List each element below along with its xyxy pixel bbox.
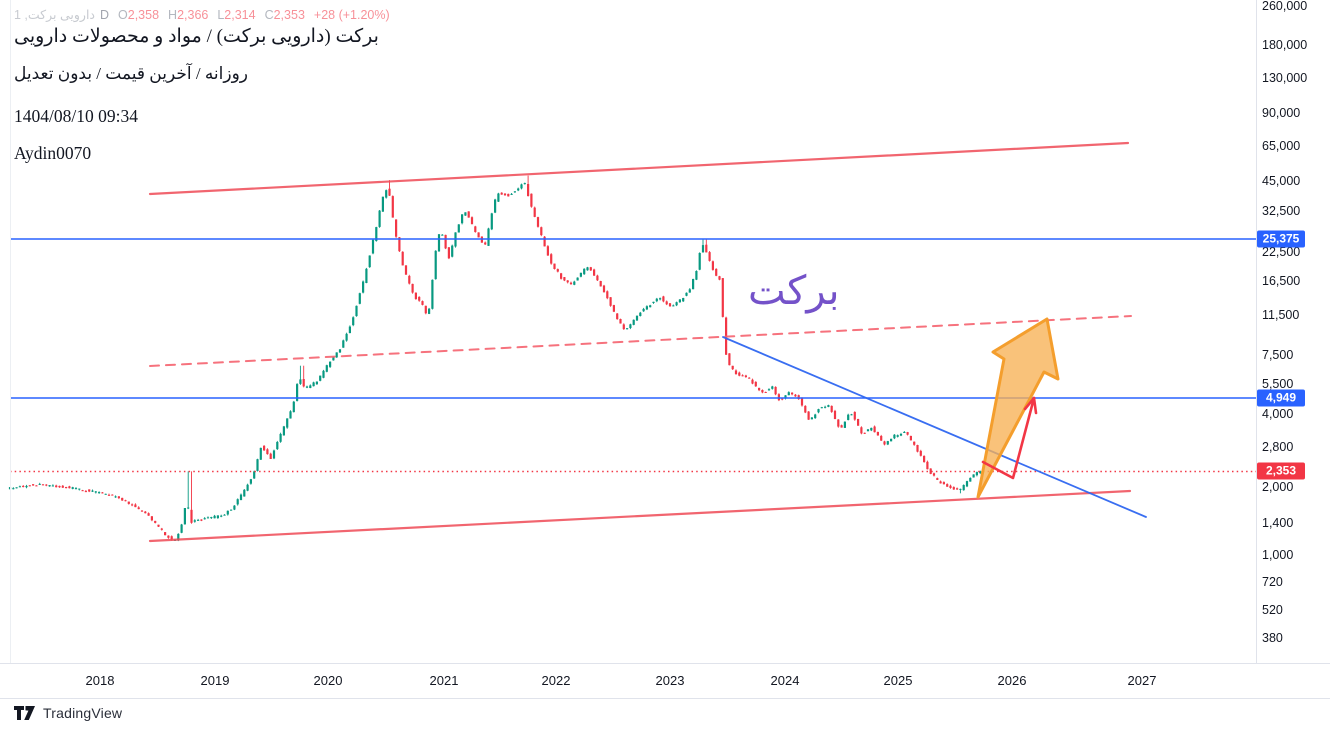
open-label: O [118, 8, 128, 22]
price-tick-720: 720 [1262, 575, 1283, 589]
plot-left-border [10, 0, 11, 663]
price-tick-260000: 260,000 [1262, 0, 1308, 13]
change-value: +28 (+1.20%) [313, 8, 390, 22]
low-value: 2,314 [224, 8, 256, 22]
price-axis[interactable]: 260,000 180,000 130,000 90,000 65,000 45,000 3… [1256, 0, 1330, 663]
time-axis[interactable]: 2018 2019 2020 2021 2022 2023 2024 2025 2026 2027 [0, 663, 1330, 699]
year-tick-2027: 2027 [1127, 673, 1157, 688]
price-tick-2000: 2,000 [1262, 480, 1294, 494]
trendline-blue-downtrend[interactable] [722, 336, 1147, 518]
price-tick-380: 380 [1262, 631, 1283, 645]
watermark-text-annotation[interactable]: برکت [748, 268, 840, 314]
price-tick-65000: 65,000 [1262, 139, 1301, 153]
price-badge-2353: 2,353 [1257, 462, 1305, 480]
price-tick-1400: 1,400 [1262, 516, 1294, 530]
price-badge-25375: 25,375 [1257, 230, 1305, 248]
price-tick-2800: 2,800 [1262, 440, 1294, 454]
price-tick-180000: 180,000 [1262, 38, 1308, 52]
price-tick-32500: 32,500 [1262, 204, 1301, 218]
legend-interval[interactable]: D [99, 8, 110, 22]
symbol-legend[interactable]: دارویی برکت, 1 D O2,358 H2,366 L2,314 C2,… [14, 7, 390, 22]
close-value: 2,353 [273, 8, 305, 22]
price-tick-45000: 45,000 [1262, 174, 1301, 188]
year-tick-2025: 2025 [883, 673, 913, 688]
legend-symbol-name[interactable]: دارویی برکت, 1 [14, 8, 95, 22]
chart-title-annotation[interactable]: برکت (دارویی برکت) / مواد و محصولات دارو… [14, 26, 379, 47]
tradingview-attribution[interactable]: TradingView [14, 705, 122, 721]
author-annotation[interactable]: Aydin0070 [14, 143, 92, 163]
price-tick-5500: 5,500 [1262, 377, 1294, 391]
high-value: 2,366 [177, 8, 209, 22]
price-badge-4949: 4,949 [1257, 389, 1305, 407]
high-label: H [168, 8, 178, 22]
price-tick-4000: 4,000 [1262, 407, 1294, 421]
close-label: C [264, 8, 274, 22]
price-tick-1000: 1,000 [1262, 548, 1294, 562]
price-tick-11500: 11,500 [1262, 308, 1300, 322]
tradingview-label: TradingView [43, 705, 123, 721]
red-zigzag-arrowhead [1023, 396, 1038, 415]
price-tick-16500: 16,500 [1262, 274, 1301, 288]
tradingview-logo-icon [14, 705, 35, 720]
date-annotation[interactable]: 1404/08/10 09:34 [14, 106, 138, 126]
year-tick-2021: 2021 [429, 673, 459, 688]
candles-layer [8, 175, 982, 542]
year-tick-2020: 2020 [313, 673, 343, 688]
year-tick-2019: 2019 [200, 673, 230, 688]
low-label: L [217, 8, 225, 22]
year-tick-2023: 2023 [655, 673, 685, 688]
price-tick-520: 520 [1262, 603, 1283, 617]
price-tick-90000: 90,000 [1262, 106, 1301, 120]
price-tick-22500: 22,500 [1262, 245, 1301, 259]
trendline-upper-channel[interactable] [148, 141, 1130, 196]
price-tick-130000: 130,000 [1262, 71, 1308, 85]
year-tick-2022: 2022 [541, 673, 571, 688]
year-tick-2018: 2018 [85, 673, 115, 688]
price-tick-7500: 7,500 [1262, 348, 1294, 362]
price-axis-separator [1256, 0, 1257, 663]
big-up-arrow-drawing[interactable] [976, 317, 1060, 499]
chart-subtitle-annotation[interactable]: روزانه / آخرین قیمت / بدون تعدیل [14, 64, 249, 83]
year-tick-2026: 2026 [997, 673, 1027, 688]
trendline-lower-channel[interactable] [148, 489, 1132, 543]
red-zigzag-arrow-drawing[interactable] [981, 396, 1036, 480]
open-value: 2,358 [127, 8, 160, 22]
trendline-mid-channel-dashed[interactable] [149, 315, 1132, 367]
year-tick-2024: 2024 [770, 673, 800, 688]
